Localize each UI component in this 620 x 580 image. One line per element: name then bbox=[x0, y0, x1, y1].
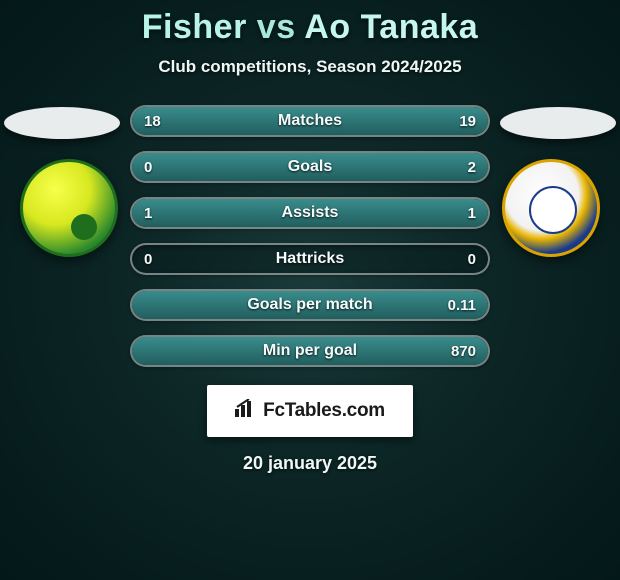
stat-label: Goals bbox=[132, 153, 488, 181]
stat-label: Matches bbox=[132, 107, 488, 135]
stat-label: Min per goal bbox=[132, 337, 488, 365]
club-crest-right bbox=[502, 159, 600, 257]
stat-bar: 02Goals bbox=[130, 151, 490, 183]
player2-name: Ao Tanaka bbox=[304, 8, 478, 46]
site-name: FcTables.com bbox=[263, 400, 385, 422]
snapshot-date: 20 january 2025 bbox=[0, 453, 620, 474]
stat-bars: 1819Matches 02Goals 11Assists 00Hattricks 0.… bbox=[130, 105, 490, 367]
chart-icon bbox=[235, 399, 257, 423]
podium-right bbox=[500, 107, 616, 139]
page-title: Fisher vs Ao Tanaka bbox=[0, 8, 620, 47]
subtitle: Club competitions, Season 2024/2025 bbox=[0, 57, 620, 77]
versus-label: vs bbox=[257, 8, 296, 46]
podium-left bbox=[4, 107, 120, 139]
stat-bar: 0.11Goals per match bbox=[130, 289, 490, 321]
stat-label: Hattricks bbox=[132, 245, 488, 273]
site-badge: FcTables.com bbox=[207, 385, 413, 437]
player1-name: Fisher bbox=[142, 8, 247, 46]
stat-label: Goals per match bbox=[132, 291, 488, 319]
stat-bar: 11Assists bbox=[130, 197, 490, 229]
comparison-stage: 1819Matches 02Goals 11Assists 00Hattricks 0.… bbox=[0, 105, 620, 367]
stat-label: Assists bbox=[132, 199, 488, 227]
stat-bar: 1819Matches bbox=[130, 105, 490, 137]
stat-bar: 00Hattricks bbox=[130, 243, 490, 275]
club-crest-left bbox=[20, 159, 118, 257]
stat-bar: 870Min per goal bbox=[130, 335, 490, 367]
